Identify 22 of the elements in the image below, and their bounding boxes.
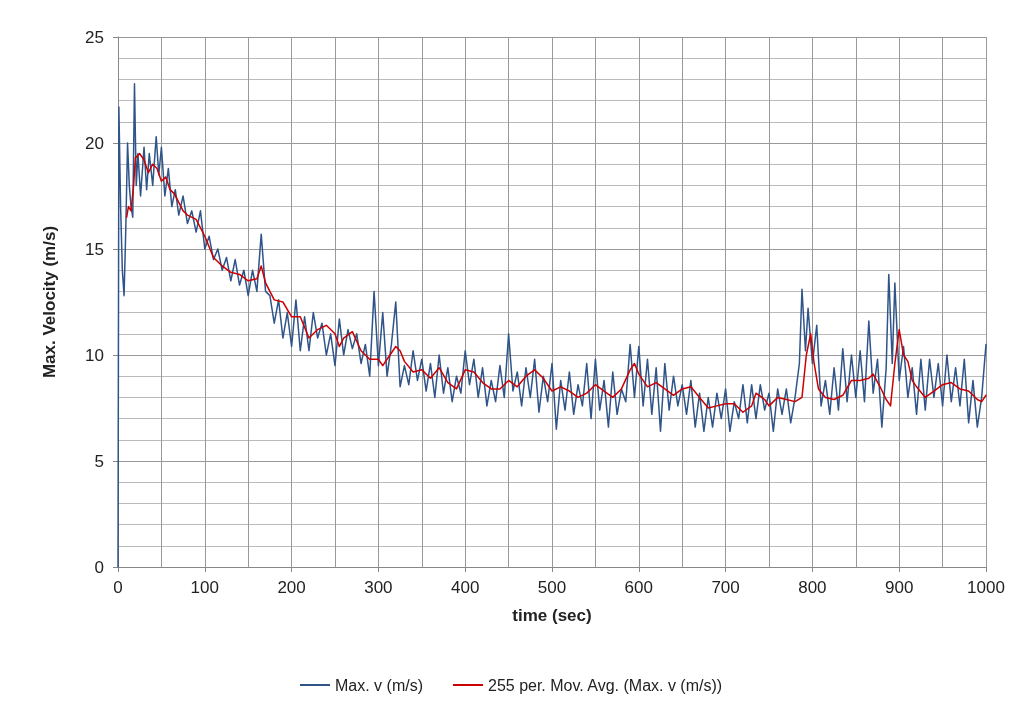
legend-label: 255 per. Mov. Avg. (Max. v (m/s)) xyxy=(487,676,723,694)
x-tick-label: 900 xyxy=(885,578,914,597)
x-tick-label: 0 xyxy=(113,578,123,597)
x-tick-label: 300 xyxy=(364,578,393,597)
line-series xyxy=(125,152,987,413)
y-tick-label: 15 xyxy=(85,239,104,259)
x-tick-label: 600 xyxy=(624,578,653,597)
x-tick-label: 500 xyxy=(537,578,567,597)
y-tick-label: 10 xyxy=(85,345,104,365)
y-tick-label: 20 xyxy=(85,133,104,153)
y-axis-title: Max. Velocity (m/s) xyxy=(40,225,59,379)
x-tick-label: 1000 xyxy=(967,578,1005,597)
x-tick-label: 700 xyxy=(711,578,740,597)
x-tick-label: 200 xyxy=(277,578,306,597)
x-tick-label: 100 xyxy=(190,578,219,597)
y-tick-label: 5 xyxy=(94,451,104,471)
x-axis-title: time (sec) xyxy=(512,606,592,625)
x-tick-label: 800 xyxy=(798,578,827,597)
y-tick-label: 25 xyxy=(85,27,104,47)
x-tick-label: 400 xyxy=(451,578,480,597)
legend-label: Max. v (m/s) xyxy=(334,676,423,694)
y-tick-label: 0 xyxy=(94,557,104,577)
